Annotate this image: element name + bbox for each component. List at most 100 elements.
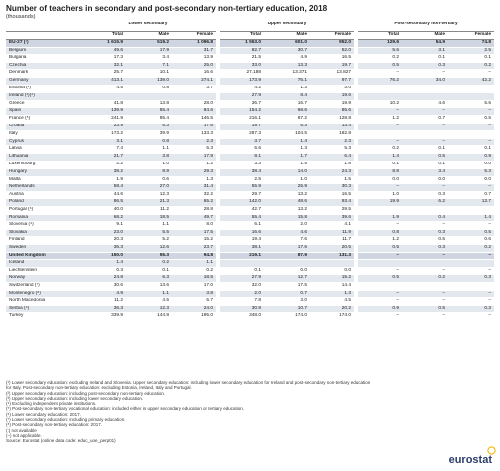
value-cell: – bbox=[356, 108, 402, 116]
value-cell: 142.0 bbox=[218, 199, 264, 207]
column-header: Total bbox=[356, 32, 402, 40]
column-header: Total bbox=[218, 32, 264, 40]
value-cell: 1.5 bbox=[264, 161, 310, 169]
value-cell: 5.3 bbox=[310, 146, 356, 154]
value-cell: 16.5 bbox=[310, 191, 356, 199]
value-cell: 15.2 bbox=[172, 237, 218, 245]
value-cell: 38.1 bbox=[218, 245, 264, 253]
value-cell: 1.3 bbox=[264, 85, 310, 93]
country-cell: EU-27 (¹) bbox=[6, 40, 80, 48]
value-cell: 15.8 bbox=[264, 214, 310, 222]
table-row: Norway 24.8 6.3 18.5 27.9 12.7 15.2 0.5 0.2 0.3 bbox=[6, 275, 494, 283]
value-cell: 0.0 bbox=[402, 176, 448, 184]
value-cell: 241.9 bbox=[80, 115, 126, 123]
value-cell: 25.7 bbox=[80, 70, 126, 78]
value-cell: 4.9 bbox=[80, 290, 126, 298]
value-cell: 36.3 bbox=[80, 245, 126, 253]
value-cell: 129.6 bbox=[356, 40, 402, 48]
country-cell: Spain bbox=[6, 108, 80, 116]
value-cell: 174.0 bbox=[310, 313, 356, 321]
value-cell: 2.5 bbox=[448, 47, 494, 55]
value-cell: 39.6 bbox=[310, 214, 356, 222]
value-cell: – bbox=[356, 252, 402, 260]
value-cell: 3.0 bbox=[310, 85, 356, 93]
value-cell: 10.2 bbox=[356, 100, 402, 108]
value-cell bbox=[356, 207, 402, 215]
table-row: Finland 20.3 5.2 15.2 19.4 7.6 11.7 1.2 0.5 0.6 bbox=[6, 237, 494, 245]
value-cell: 31.7 bbox=[172, 47, 218, 55]
value-cell: – bbox=[356, 138, 402, 146]
value-cell: 24.8 bbox=[80, 275, 126, 283]
value-cell: 17.6 bbox=[172, 123, 218, 131]
value-cell: 55.9 bbox=[218, 184, 264, 192]
country-cell: Croatia bbox=[6, 123, 80, 131]
value-cell bbox=[218, 260, 264, 268]
value-cell: – bbox=[448, 108, 494, 116]
value-cell: 38.2 bbox=[80, 169, 126, 177]
value-cell: 52.0 bbox=[310, 47, 356, 55]
value-cell: 5.5 bbox=[126, 229, 172, 237]
value-cell: 42.7 bbox=[218, 207, 264, 215]
value-cell: 13.4 bbox=[310, 123, 356, 131]
value-cell: 85.6 bbox=[310, 108, 356, 116]
country-cell: Serbia (⁹) bbox=[6, 305, 80, 313]
value-cell: 7.1 bbox=[126, 62, 172, 70]
table-row: Iceland 1.4 0.2 1.1 bbox=[6, 260, 494, 268]
group-header-upper-secondary: Upper secondary bbox=[218, 22, 356, 32]
column-header-row: Total Male Female Total Male Female Tota… bbox=[6, 32, 494, 40]
value-cell: 32.2 bbox=[172, 191, 218, 199]
value-cell: 40.0 bbox=[80, 207, 126, 215]
value-cell bbox=[172, 93, 218, 101]
table-row: Switzerland (⁷) 30.6 13.6 17.0 32.0 17.5 14.4 bbox=[6, 283, 494, 291]
value-cell: 0.5 bbox=[356, 62, 402, 70]
country-cell: Italy bbox=[6, 131, 80, 139]
value-cell bbox=[310, 260, 356, 268]
value-cell: 94.8 bbox=[172, 252, 218, 260]
value-cell bbox=[356, 260, 402, 268]
value-cell: – bbox=[402, 290, 448, 298]
value-cell: 1.5 bbox=[310, 176, 356, 184]
value-cell: 0.1 bbox=[402, 161, 448, 169]
value-cell: – bbox=[448, 70, 494, 78]
table-row: Greece 41.8 13.8 28.0 36.7 16.7 19.9 10.2 4.6 5.6 bbox=[6, 100, 494, 108]
group-header-lower-secondary: Lower secondary bbox=[80, 22, 218, 32]
table-row: Spain 139.9 55.4 84.6 154.2 68.6 85.6– – – bbox=[6, 108, 494, 116]
column-header: Male bbox=[126, 32, 172, 40]
value-cell: 13.9 bbox=[172, 55, 218, 63]
value-cell: 11.2 bbox=[126, 207, 172, 215]
value-cell: 216.1 bbox=[218, 115, 264, 123]
value-cell: 4.2 bbox=[218, 85, 264, 93]
value-cell: 27.9 bbox=[218, 93, 264, 101]
value-cell: – bbox=[356, 267, 402, 275]
value-cell: – bbox=[402, 138, 448, 146]
value-cell: 17.6 bbox=[264, 245, 310, 253]
value-cell: – bbox=[448, 222, 494, 230]
value-cell: 0.2 bbox=[448, 245, 494, 253]
value-cell: 58.4 bbox=[80, 184, 126, 192]
value-cell: 1.4 bbox=[264, 138, 310, 146]
country-cell: Germany bbox=[6, 77, 80, 85]
value-cell: 287.3 bbox=[218, 131, 264, 139]
country-cell: Austria bbox=[6, 191, 80, 199]
value-cell: 31.4 bbox=[172, 184, 218, 192]
value-cell: 68.6 bbox=[264, 108, 310, 116]
value-cell: – bbox=[402, 267, 448, 275]
value-cell: 17.5 bbox=[264, 283, 310, 291]
table-row: Italy 173.2 39.9 133.3 287.3 104.5 182.8 bbox=[6, 131, 494, 139]
value-cell bbox=[356, 85, 402, 93]
value-cell: – bbox=[448, 313, 494, 321]
value-cell bbox=[402, 85, 448, 93]
value-cell: – bbox=[448, 298, 494, 306]
value-cell: 0.6 bbox=[448, 237, 494, 245]
value-cell: 0.8 bbox=[126, 138, 172, 146]
value-cell: 0.1 bbox=[402, 146, 448, 154]
value-cell: 42.2 bbox=[448, 77, 494, 85]
value-cell: 24.3 bbox=[310, 169, 356, 177]
value-cell: 146.5 bbox=[172, 115, 218, 123]
table-row: Poland 86.5 21.3 65.2 142.0 48.6 93.4 19.9 6.2 13… bbox=[6, 199, 494, 207]
value-cell bbox=[448, 131, 494, 139]
value-cell: 8.9 bbox=[126, 169, 172, 177]
value-cell: 13.3 bbox=[264, 62, 310, 70]
value-cell: 11.9 bbox=[310, 229, 356, 237]
value-cell: 3.7 bbox=[218, 138, 264, 146]
